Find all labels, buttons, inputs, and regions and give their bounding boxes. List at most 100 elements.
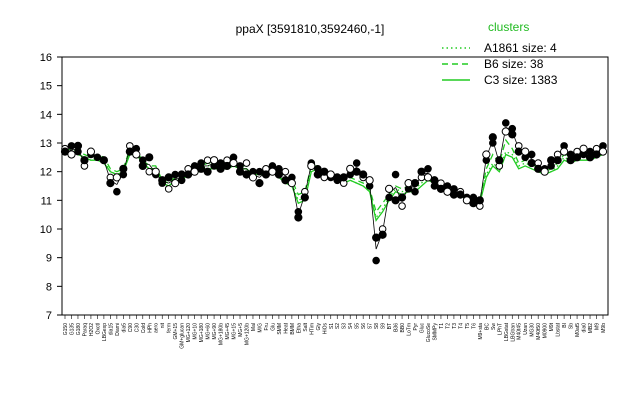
data-point — [482, 150, 491, 159]
y-tick-label: 10 — [40, 224, 52, 236]
data-point — [572, 153, 582, 162]
x-tick-label: M9t — [549, 322, 555, 331]
data-point — [294, 213, 303, 222]
data-point — [385, 193, 393, 202]
data-points — [60, 119, 608, 265]
plot-frame — [61, 56, 609, 316]
data-point — [106, 179, 115, 188]
data-point — [67, 150, 76, 159]
x-tick-label: MG+120 — [186, 323, 192, 343]
x-tick-label: Fru — [264, 323, 270, 331]
x-tick-label: Uzan — [523, 323, 529, 335]
x-tick-label: Etha — [296, 323, 302, 334]
x-tick-label: MG+180b — [219, 323, 225, 345]
x-tick-label: Salt — [303, 322, 309, 331]
data-point — [417, 167, 426, 176]
x-tick-label: ferm — [167, 323, 173, 333]
x-tick-label: Oxctl — [95, 323, 101, 334]
x-tick-label: MG+180 — [199, 323, 205, 343]
data-point — [508, 130, 517, 139]
y-tick-label: 7 — [46, 310, 52, 322]
data-point — [553, 156, 562, 165]
data-point — [378, 230, 387, 239]
x-tick-label: Gly — [316, 323, 322, 331]
data-point — [391, 170, 400, 179]
x-tick-label: T5 — [465, 323, 471, 329]
data-point — [93, 153, 102, 162]
y-tick-label: 12 — [40, 167, 52, 179]
x-tick-label: C30 — [134, 323, 140, 332]
x-tick-label: BB0 — [400, 323, 406, 333]
data-point — [430, 176, 439, 185]
x-tick-label: G150 — [63, 323, 69, 335]
data-point — [73, 141, 83, 150]
x-tick-label: MG+60 — [206, 323, 212, 340]
y-tick-label: 14 — [40, 109, 52, 121]
x-tick-label: S3 — [342, 323, 348, 329]
x-tick-label: Heat — [283, 322, 289, 333]
x-tick-label: H2O2 — [89, 323, 95, 336]
legend-label: B6 size: 38 — [484, 57, 544, 71]
y-tick-label: 11 — [41, 195, 52, 207]
data-point — [339, 173, 348, 182]
data-point — [164, 173, 173, 182]
x-tick-label: M40t45 — [517, 323, 523, 340]
x-tick-label: nit — [160, 322, 166, 328]
legend-label: C3 size: 1383 — [484, 73, 558, 87]
data-point — [242, 159, 251, 167]
x-tick-label: S4 — [348, 323, 354, 329]
x-tick-label: MG+45 — [225, 323, 231, 340]
data-point — [540, 167, 549, 176]
x-tick-label: GM+glucan — [180, 323, 186, 349]
x-tick-label: T2 — [445, 323, 451, 329]
data-point — [359, 170, 368, 179]
x-tick-label: aero — [154, 323, 160, 333]
x-tick-label: BC — [484, 323, 490, 330]
data-point — [138, 161, 147, 171]
x-tick-label: HiOs — [322, 323, 328, 335]
data-point — [112, 173, 121, 182]
data-point — [384, 184, 394, 193]
x-tick-label: S7 — [368, 323, 374, 329]
x-tick-label: MG+5 — [238, 323, 244, 337]
data-point — [80, 156, 89, 165]
x-tick-label: dia15 — [108, 323, 114, 335]
x-tick-label: LBGstat — [504, 322, 510, 341]
x-tick-label: M/G — [257, 323, 263, 333]
data-point — [307, 161, 316, 171]
data-point — [67, 142, 76, 150]
x-tick-label: G180 — [76, 323, 82, 335]
data-point — [300, 193, 309, 202]
data-point — [598, 147, 608, 156]
x-tick-label: SMM — [277, 323, 283, 335]
x-tick-label: S8 — [374, 323, 380, 329]
x-tick-label: LoTm — [407, 323, 413, 336]
x-tick-label: MG+10 — [193, 323, 199, 340]
data-point — [411, 187, 419, 196]
data-point — [164, 185, 173, 193]
x-tick-label: BI — [562, 323, 568, 328]
data-point — [132, 150, 141, 159]
data-point — [287, 179, 296, 188]
y-tick-label: 13 — [40, 138, 52, 150]
data-point — [113, 187, 121, 196]
x-tick-label: S5 — [355, 323, 361, 329]
data-point — [560, 147, 569, 156]
x-axis: G150 G135 G180 Paraq H2O2 Oxctl LBGexp dia15 Dia… — [63, 315, 607, 349]
data-point — [475, 196, 484, 205]
x-tick-label: M9b — [601, 323, 607, 333]
x-tick-label: Sw — [491, 323, 497, 330]
data-point — [209, 156, 219, 165]
data-point — [521, 147, 530, 156]
data-point — [281, 167, 290, 176]
x-tick-label: Pyr — [413, 323, 419, 331]
x-tick-label: M0900 — [543, 323, 549, 339]
x-tick-label: Glu — [270, 323, 276, 331]
data-point — [119, 164, 128, 173]
x-tick-label: Gluc — [420, 323, 426, 334]
x-tick-label: MG+15 — [232, 323, 238, 340]
x-tick-label: T6 — [471, 323, 477, 329]
x-tick-label: HPh — [147, 323, 153, 333]
data-point — [86, 147, 96, 156]
x-tick-label: dia5 — [121, 323, 127, 333]
